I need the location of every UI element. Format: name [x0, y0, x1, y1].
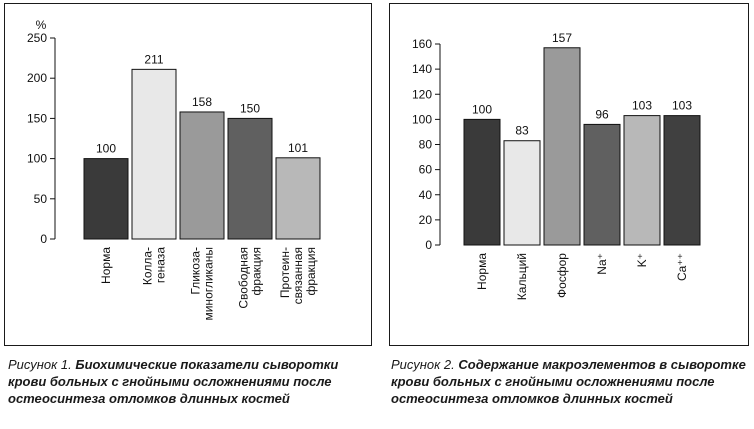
bar [275, 157, 321, 240]
bar-value-label: 103 [632, 99, 652, 113]
figure-caption-1-text: Биохимические показатели сыворотки крови… [8, 357, 339, 406]
bar-value-label: 150 [240, 101, 260, 115]
figure-caption-1: Рисунок 1. Биохимические показатели сыво… [8, 356, 378, 407]
x-category-label-line: Ca⁺⁺ [675, 253, 689, 281]
bar-value-label: 100 [96, 142, 116, 156]
chart-panel-1: 0 50 100 150 200 250% 100 Норма 211 Колла-геназа 1… [4, 3, 372, 346]
x-category-label: Колла-геназа [141, 247, 168, 285]
bar [227, 117, 273, 240]
x-category-label-line: Протеин- [278, 247, 292, 298]
x-category-label-line: K⁺ [635, 253, 649, 267]
y-tick-label: 100 [412, 112, 432, 126]
x-category-label-line: Na⁺ [595, 253, 609, 275]
bar [623, 115, 661, 246]
y-tick-label: 20 [419, 213, 433, 227]
x-category-label-line: связанная [291, 247, 305, 304]
y-tick-label: 50 [34, 192, 48, 206]
y-tick-label: 140 [412, 62, 432, 76]
y-tick-label: 0 [425, 238, 432, 252]
y-tick-label: 80 [419, 138, 433, 152]
x-category-label-line: Колла- [141, 247, 155, 285]
y-tick-label: 0 [40, 232, 47, 246]
y-tick-label: 100 [27, 152, 47, 166]
figure-caption-1-label: Рисунок 1. [8, 357, 72, 372]
x-category-label-line: Норма [99, 247, 113, 284]
x-category-label-line: Фосфор [555, 253, 569, 298]
bar [583, 123, 621, 246]
bar-value-label: 100 [472, 102, 492, 116]
x-category-label: Ca⁺⁺ [675, 253, 689, 281]
chart-panel-2: 0 20 40 60 80 100 120 140 160 100 Норма 83 Кальций 15… [389, 3, 749, 346]
x-category-label: Na⁺ [595, 253, 609, 275]
bar [179, 111, 225, 240]
x-category-label-line: Кальций [515, 253, 529, 300]
x-category-label: Фосфор [555, 253, 569, 298]
y-tick-label: 60 [419, 163, 433, 177]
y-tick-label: 250 [27, 31, 47, 45]
figure-caption-2: Рисунок 2. Содержание макроэлементов в с… [391, 356, 751, 407]
bar [83, 158, 129, 240]
bar [543, 47, 581, 246]
y-tick-label: 120 [412, 87, 432, 101]
x-category-label-line: геназа [154, 247, 168, 283]
bar [131, 68, 177, 240]
bar-value-label: 96 [595, 107, 609, 121]
x-category-label: Кальций [515, 253, 529, 300]
x-category-label: Норма [99, 247, 113, 284]
x-category-label-line: Свободная [237, 247, 251, 309]
chart-1: 0 50 100 150 200 250% 100 Норма 211 Колла-геназа 1… [27, 18, 321, 321]
bar-value-label: 83 [515, 124, 529, 138]
x-category-label-line: Норма [475, 253, 489, 290]
bar [463, 118, 501, 246]
x-category-label-line: Гликоза- [189, 247, 203, 295]
x-category-label: Протеин-связаннаяфракция [278, 247, 318, 304]
x-category-label-line: фракция [250, 247, 264, 296]
y-tick-label: 40 [419, 188, 433, 202]
x-category-label: Норма [475, 253, 489, 290]
y-tick-label: 200 [27, 71, 47, 85]
figure-caption-2-text: Содержание макроэлементов в сыворотке кр… [391, 357, 746, 406]
y-tick-label: 160 [412, 37, 432, 51]
x-category-label: Свободнаяфракция [237, 247, 264, 309]
y-axis-unit-label: % [36, 18, 47, 32]
figure-caption-2-label: Рисунок 2. [391, 357, 455, 372]
bar [663, 115, 701, 246]
x-category-label: K⁺ [635, 253, 649, 267]
x-category-label-line: фракция [304, 247, 318, 296]
chart-2: 0 20 40 60 80 100 120 140 160 100 Норма 83 Кальций 15… [412, 31, 701, 300]
bar-value-label: 157 [552, 31, 572, 45]
y-tick-label: 150 [27, 111, 47, 125]
bar-value-label: 101 [288, 141, 308, 155]
x-category-label-line: миногликаны [202, 247, 216, 321]
bar-value-label: 158 [192, 95, 212, 109]
x-category-label: Гликоза-миногликаны [189, 247, 216, 321]
bar [503, 140, 541, 246]
bar-value-label: 103 [672, 99, 692, 113]
bar-value-label: 211 [144, 52, 163, 66]
